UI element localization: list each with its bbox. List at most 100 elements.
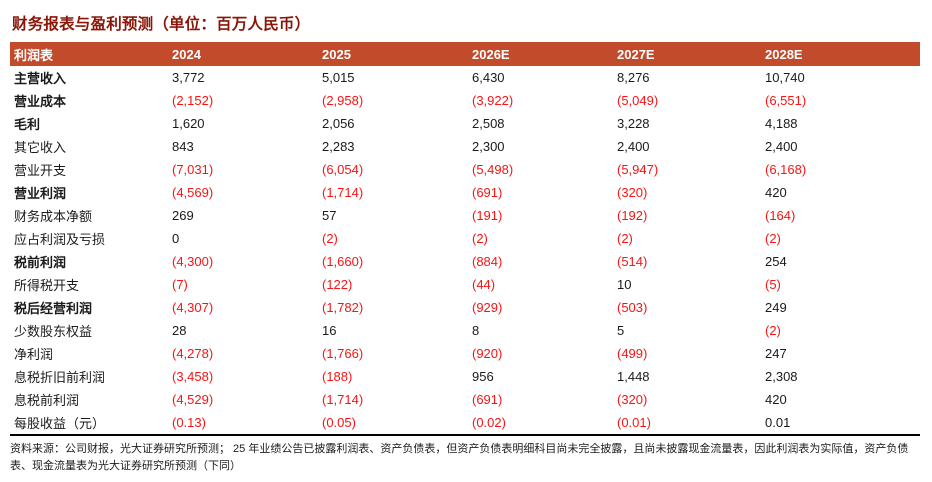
- cell-value: (503): [617, 300, 648, 315]
- column-header: 利润表: [10, 42, 168, 66]
- cell-value: 10: [617, 277, 632, 292]
- row-label: 财务成本净额: [14, 209, 93, 224]
- cell-value: (2): [472, 231, 488, 246]
- cell-value: (2): [322, 231, 338, 246]
- cell-value: 16: [322, 323, 337, 338]
- cell-value: (6,054): [322, 162, 364, 177]
- row-label: 营业利润: [14, 186, 67, 201]
- table-row: 应占利润及亏损 0 (2) (2) (2) (2): [10, 227, 920, 250]
- cell-value: 1,620: [172, 116, 205, 131]
- row-label: 每股收益（元）: [14, 416, 106, 431]
- row-label: 主营收入: [14, 71, 67, 86]
- cell-value: 57: [322, 208, 337, 223]
- income-statement-table: 利润表 2024 2025 2026E 2027E 2028E 主营收入 3,772 5,01…: [10, 42, 920, 436]
- cell-value: 3,772: [172, 70, 205, 85]
- table-row: 净利润 (4,278) (1,766) (920) (499) 247: [10, 342, 920, 365]
- cell-value: (0.05): [322, 415, 356, 430]
- cell-value: (2): [765, 323, 781, 338]
- cell-value: (5,498): [472, 162, 514, 177]
- table-row: 所得税开支 (7) (122) (44) 10 (5): [10, 273, 920, 296]
- cell-value: (1,714): [322, 185, 364, 200]
- cell-value: (4,307): [172, 300, 214, 315]
- table-row: 营业成本 (2,152) (2,958) (3,922) (5,049) (6,551): [10, 89, 920, 112]
- cell-value: (1,782): [322, 300, 364, 315]
- cell-value: 5,015: [322, 70, 355, 85]
- cell-value: (2,958): [322, 93, 364, 108]
- cell-value: 4,188: [765, 116, 798, 131]
- cell-value: (884): [472, 254, 503, 269]
- cell-value: (0.02): [472, 415, 506, 430]
- table-row: 息税前利润 (4,529) (1,714) (691) (320) 420: [10, 388, 920, 411]
- cell-value: (920): [472, 346, 503, 361]
- row-label: 税后经营利润: [14, 301, 93, 316]
- row-label: 净利润: [14, 347, 54, 362]
- cell-value: 0.01: [765, 415, 791, 430]
- table-row: 少数股东权益 28 16 8 5 (2): [10, 319, 920, 342]
- cell-value: (188): [322, 369, 353, 384]
- cell-value: (6,168): [765, 162, 807, 177]
- cell-value: (320): [617, 185, 648, 200]
- cell-value: (5,947): [617, 162, 659, 177]
- cell-value: (499): [617, 346, 648, 361]
- row-label: 应占利润及亏损: [14, 232, 106, 247]
- cell-value: 1,448: [617, 369, 650, 384]
- cell-value: (192): [617, 208, 648, 223]
- column-header: 2028E: [761, 42, 920, 66]
- cell-value: 3,228: [617, 116, 650, 131]
- cell-value: (122): [322, 277, 353, 292]
- cell-value: (5,049): [617, 93, 659, 108]
- cell-value: (514): [617, 254, 648, 269]
- cell-value: 8,276: [617, 70, 650, 85]
- cell-value: (2,152): [172, 93, 214, 108]
- cell-value: (1,660): [322, 254, 364, 269]
- cell-value: (7): [172, 277, 188, 292]
- cell-value: 247: [765, 346, 787, 361]
- table-row: 息税折旧前利润 (3,458) (188) 956 1,448 2,308: [10, 365, 920, 388]
- cell-value: (3,458): [172, 369, 214, 384]
- table-header-row: 利润表 2024 2025 2026E 2027E 2028E: [10, 42, 920, 66]
- table-row: 主营收入 3,772 5,015 6,430 8,276 10,740: [10, 66, 920, 89]
- row-label: 营业开支: [14, 163, 67, 178]
- table-body: 主营收入 3,772 5,015 6,430 8,276 10,740 营业成本 (2,152…: [10, 66, 920, 435]
- cell-value: 28: [172, 323, 187, 338]
- cell-value: 249: [765, 300, 787, 315]
- cell-value: (0.13): [172, 415, 206, 430]
- cell-value: (691): [472, 392, 503, 407]
- table-row: 财务成本净额 269 57 (191) (192) (164): [10, 204, 920, 227]
- cell-value: (191): [472, 208, 503, 223]
- table-title: 财务报表与盈利预测（单位：百万人民币）: [12, 16, 311, 33]
- cell-value: (1,714): [322, 392, 364, 407]
- cell-value: 2,508: [472, 116, 505, 131]
- cell-value: 420: [765, 185, 787, 200]
- column-header: 2027E: [613, 42, 761, 66]
- cell-value: 6,430: [472, 70, 505, 85]
- column-header: 2025: [318, 42, 468, 66]
- cell-value: 2,400: [617, 139, 650, 154]
- cell-value: (44): [472, 277, 496, 292]
- cell-value: 2,283: [322, 139, 355, 154]
- row-label: 息税前利润: [14, 393, 80, 408]
- cell-value: (1,766): [322, 346, 364, 361]
- cell-value: 269: [172, 208, 194, 223]
- cell-value: (164): [765, 208, 796, 223]
- cell-value: (4,529): [172, 392, 214, 407]
- row-label: 其它收入: [14, 140, 67, 155]
- row-label: 少数股东权益: [14, 324, 93, 339]
- cell-value: (2): [765, 231, 781, 246]
- table-row: 毛利 1,620 2,056 2,508 3,228 4,188: [10, 112, 920, 135]
- cell-value: 8: [472, 323, 480, 338]
- cell-value: 2,300: [472, 139, 505, 154]
- row-label: 毛利: [14, 117, 41, 132]
- cell-value: 2,056: [322, 116, 355, 131]
- cell-value: 10,740: [765, 70, 805, 85]
- cell-value: (4,278): [172, 346, 214, 361]
- cell-value: (2): [617, 231, 633, 246]
- cell-value: 956: [472, 369, 494, 384]
- cell-value: 843: [172, 139, 194, 154]
- cell-value: 5: [617, 323, 625, 338]
- cell-value: 254: [765, 254, 787, 269]
- table-row: 营业利润 (4,569) (1,714) (691) (320) 420: [10, 181, 920, 204]
- row-label: 所得税开支: [14, 278, 80, 293]
- cell-value: (7,031): [172, 162, 214, 177]
